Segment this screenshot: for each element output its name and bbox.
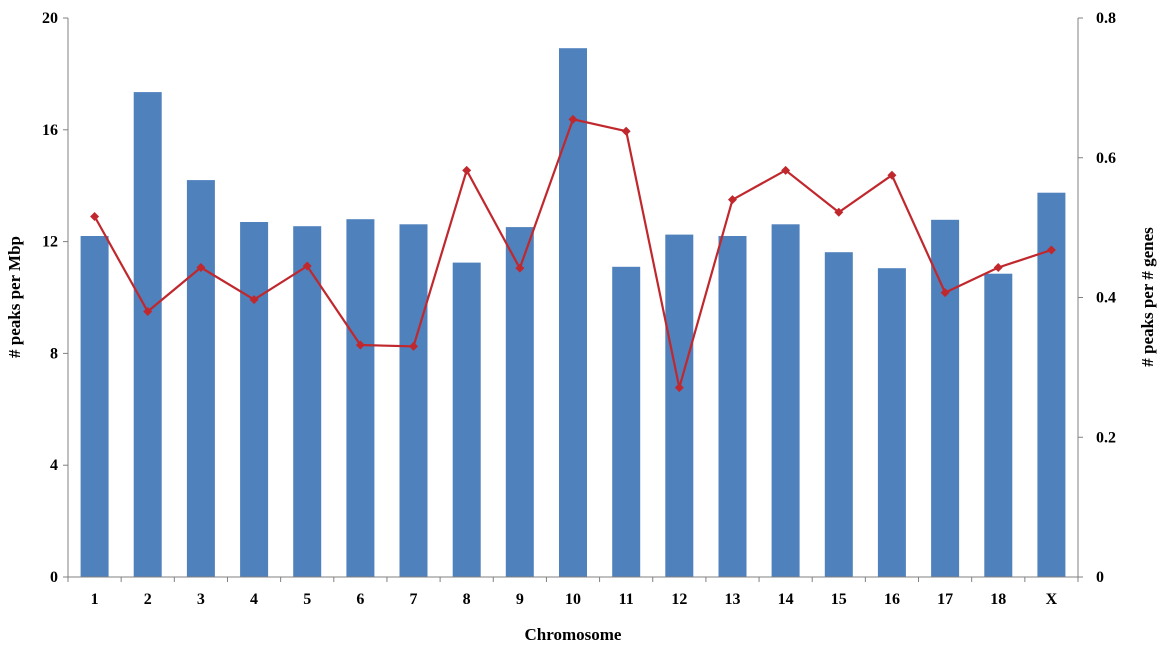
- x-tick-label: 3: [197, 591, 205, 608]
- x-tick-label: 7: [410, 591, 418, 608]
- left-y-axis-title: # peaks per Mbp: [5, 236, 24, 358]
- line-point-chr-3: [196, 262, 206, 272]
- x-tick-label: 16: [884, 591, 900, 608]
- left-y-tick-label: 8: [50, 345, 58, 362]
- bar-chr-13: [718, 236, 747, 577]
- x-tick-label: 6: [356, 591, 364, 608]
- bar-chr-1: [80, 236, 109, 577]
- x-tick-label: 14: [778, 591, 794, 608]
- line-point-chr-15: [834, 207, 844, 217]
- right-y-tick-label: 0.6: [1096, 150, 1116, 167]
- line-point-chr-8: [462, 165, 472, 175]
- left-y-tick-label: 0: [50, 569, 58, 586]
- bar-chr-12: [665, 234, 694, 577]
- x-tick-label: 1: [91, 591, 99, 608]
- x-tick-label: 13: [724, 591, 740, 608]
- line-point-chr-9: [515, 263, 525, 273]
- x-tick-label: 2: [144, 591, 152, 608]
- bar-chr-4: [240, 222, 269, 577]
- bar-chr-16: [877, 268, 906, 577]
- bar-chr-15: [824, 252, 853, 577]
- line-point-chr-7: [409, 341, 419, 351]
- x-tick-label: 5: [303, 591, 311, 608]
- line-point-chr-1: [90, 211, 100, 221]
- bar-chr-17: [931, 219, 960, 578]
- ticks-layer: 1 2 3 4 5 6 7 8 9 10 11 12 13 14 15 16 17 18 X04812162000.…: [42, 10, 1116, 608]
- line-point-chr-5: [302, 261, 312, 271]
- left-y-tick-label: 20: [42, 10, 58, 27]
- line-point-chr-2: [143, 306, 153, 316]
- bar-chr-6: [346, 219, 375, 577]
- x-axis-title: Chromosome: [525, 625, 622, 644]
- bar-chr-10: [559, 48, 587, 577]
- bar-chr-3: [186, 180, 215, 577]
- line-point-chr-X: [1046, 245, 1056, 255]
- bar-chr-11: [612, 266, 641, 577]
- x-tick-label: 12: [671, 591, 687, 608]
- x-tick-label: 10: [565, 591, 581, 608]
- left-y-tick-label: 12: [42, 234, 58, 251]
- line-point-chr-11: [621, 126, 631, 136]
- bar-chr-7: [399, 224, 428, 578]
- line-point-chr-12: [674, 383, 684, 393]
- right-y-tick-label: 0.8: [1096, 10, 1116, 27]
- bar-chr-18: [984, 273, 1013, 577]
- x-tick-label: 15: [831, 591, 847, 608]
- right-y-tick-label: 0.4: [1096, 290, 1116, 307]
- right-y-tick-label: 0.2: [1096, 429, 1116, 446]
- bar-chr-5: [293, 226, 322, 577]
- x-tick-label: 11: [619, 591, 634, 608]
- line-point-chr-18: [993, 262, 1003, 272]
- line-point-chr-10: [568, 114, 578, 124]
- line-point-chr-13: [727, 195, 737, 205]
- line-point-chr-4: [249, 295, 259, 305]
- x-tick-label: X: [1046, 591, 1058, 608]
- line-point-chr-16: [887, 170, 897, 180]
- right-y-tick-label: 0: [1096, 569, 1104, 586]
- bar-chr-9: [505, 227, 534, 577]
- x-tick-label: 9: [516, 591, 524, 608]
- line-point-chr-17: [940, 288, 950, 298]
- line-layer: [90, 114, 1056, 393]
- x-tick-label: 8: [463, 591, 471, 608]
- bar-chr-14: [771, 224, 800, 578]
- x-tick-label: 17: [937, 591, 953, 608]
- x-tick-label: 18: [990, 591, 1006, 608]
- left-y-tick-label: 4: [50, 457, 58, 474]
- bar-chr-X: [1037, 192, 1066, 577]
- x-tick-label: 4: [250, 591, 258, 608]
- bars-layer: [80, 48, 1066, 578]
- bar-chr-2: [133, 92, 162, 577]
- bar-chr-8: [452, 262, 481, 577]
- right-y-axis-title: # peaks per # genes: [1138, 227, 1157, 367]
- left-y-tick-label: 16: [42, 122, 58, 139]
- line-point-chr-6: [355, 340, 365, 350]
- line-point-chr-14: [781, 165, 791, 175]
